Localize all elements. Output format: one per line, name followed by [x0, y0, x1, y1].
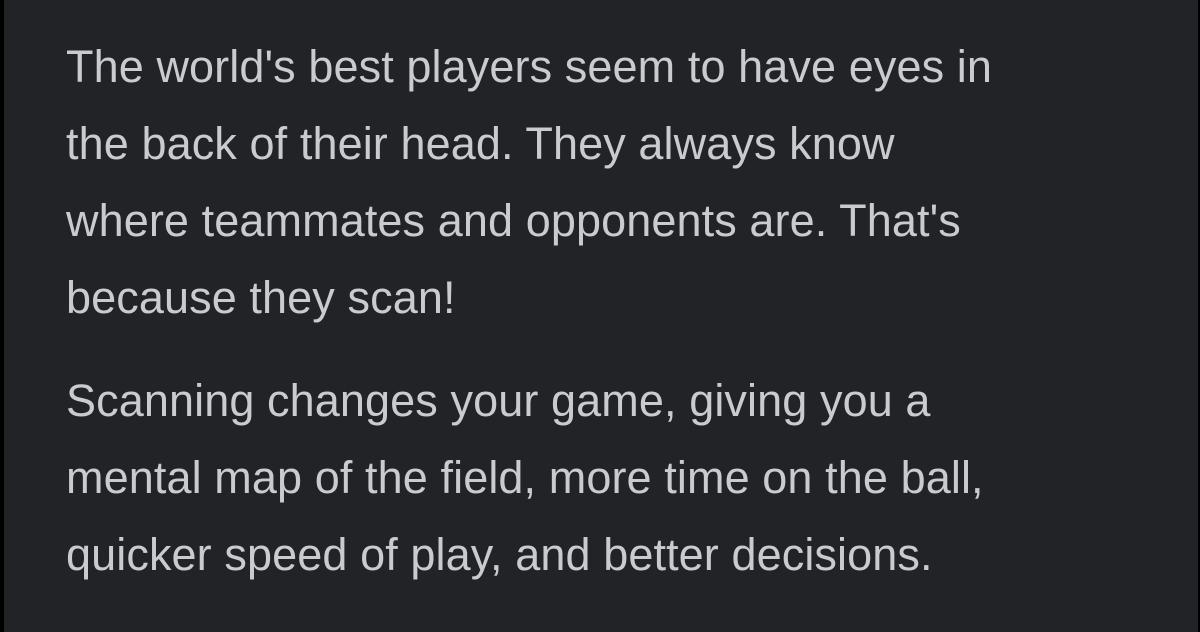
- paragraph-scanning-intro: The world's best players seem to have ey…: [66, 41, 993, 323]
- text-panel: The world's best players seem to have ey…: [4, 0, 1198, 632]
- article-body: The world's best players seem to have ey…: [66, 28, 1166, 593]
- paragraph-scanning-benefits: Scanning changes your game, giving you a…: [66, 375, 984, 580]
